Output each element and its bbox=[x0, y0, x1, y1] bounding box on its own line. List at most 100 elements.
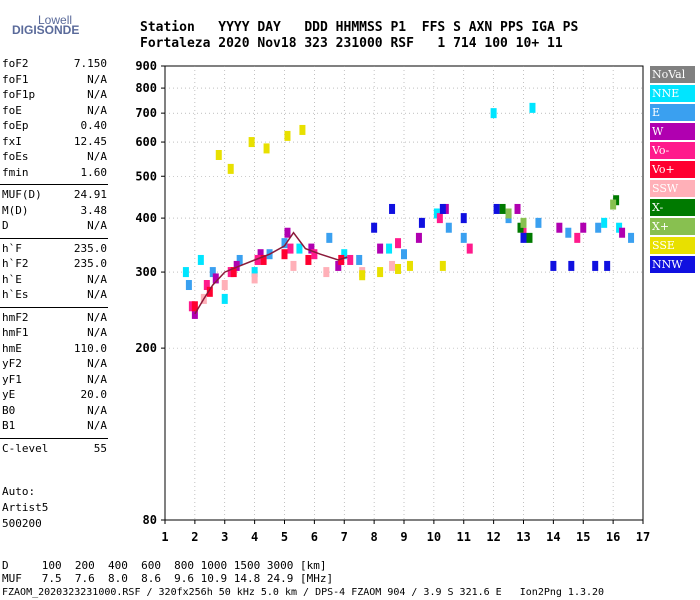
param-value: 1.60 bbox=[80, 165, 108, 179]
x-tick-label: 16 bbox=[606, 530, 620, 544]
param-value: N/A bbox=[87, 372, 107, 386]
legend-item: X+ bbox=[650, 218, 695, 235]
param-name: h`E bbox=[2, 272, 22, 286]
param-value: 0.40 bbox=[80, 119, 108, 132]
x-tick-label: 7 bbox=[341, 530, 348, 544]
param-value: N/A bbox=[87, 288, 107, 301]
param-value: N/A bbox=[87, 219, 107, 232]
param-name: foE bbox=[2, 103, 22, 117]
param-name: h`F2 bbox=[2, 257, 29, 270]
param-value: 20.0 bbox=[80, 388, 108, 401]
x-tick-label: 1 bbox=[161, 530, 168, 544]
data-point bbox=[415, 232, 422, 243]
data-point bbox=[436, 213, 443, 224]
data-point bbox=[610, 199, 617, 210]
y-tick-label: 700 bbox=[135, 106, 157, 120]
data-point bbox=[389, 260, 396, 271]
trace-line bbox=[194, 231, 348, 315]
param-value: N/A bbox=[87, 419, 107, 432]
data-point bbox=[290, 260, 297, 271]
param-name: hmF2 bbox=[2, 310, 29, 324]
data-point bbox=[592, 260, 599, 271]
y-tick-label: 900 bbox=[135, 59, 157, 73]
param-name: foEs bbox=[2, 150, 29, 163]
legend-item: X- bbox=[650, 199, 695, 216]
data-point bbox=[445, 222, 452, 233]
data-point bbox=[191, 308, 198, 319]
x-tick-label: 6 bbox=[311, 530, 318, 544]
footer-info: FZAOM_2020323231000.RSF / 320fx256h 50 k… bbox=[2, 587, 605, 598]
param-name: M(D) bbox=[2, 203, 29, 217]
data-point bbox=[550, 260, 557, 271]
legend-item: NNW bbox=[650, 256, 695, 273]
data-point bbox=[386, 243, 393, 254]
y-tick-label: 500 bbox=[135, 169, 157, 183]
param-name: foF1p bbox=[2, 88, 36, 101]
legend-item: SSW bbox=[650, 180, 695, 197]
data-point bbox=[221, 280, 228, 291]
data-point bbox=[595, 222, 602, 233]
x-tick-label: 2 bbox=[191, 530, 198, 544]
data-point bbox=[395, 238, 402, 249]
x-tick-label: 3 bbox=[221, 530, 228, 544]
param-value: 55 bbox=[93, 441, 107, 455]
param-name: B1 bbox=[2, 419, 16, 432]
x-tick-label: 13 bbox=[516, 530, 530, 544]
data-point bbox=[439, 260, 446, 271]
param-value: N/A bbox=[87, 272, 107, 286]
param-name: fxI bbox=[2, 134, 22, 148]
data-point bbox=[209, 267, 216, 278]
param-value: N/A bbox=[87, 357, 107, 370]
param-value: N/A bbox=[87, 150, 107, 163]
data-point bbox=[203, 280, 210, 291]
data-point bbox=[526, 232, 533, 243]
data-point bbox=[251, 267, 258, 278]
param-name: yF2 bbox=[2, 357, 22, 370]
autoscale-line-2: Artist5 bbox=[2, 501, 49, 514]
data-point bbox=[356, 254, 363, 265]
x-tick-label: 5 bbox=[281, 530, 288, 544]
y-tick-label: 200 bbox=[135, 341, 157, 355]
data-point bbox=[323, 267, 330, 278]
data-point bbox=[212, 273, 219, 284]
param-value: N/A bbox=[87, 403, 107, 417]
data-point bbox=[466, 243, 473, 254]
data-point bbox=[185, 280, 192, 291]
data-point bbox=[263, 143, 270, 154]
data-point bbox=[191, 301, 198, 312]
logo-digisonde: DIGISONDE bbox=[12, 23, 80, 37]
data-point bbox=[601, 217, 608, 228]
x-tick-label: 9 bbox=[400, 530, 407, 544]
y-tick-label: 600 bbox=[135, 135, 157, 149]
data-point bbox=[206, 286, 213, 297]
data-point bbox=[221, 293, 228, 304]
data-point bbox=[406, 260, 413, 271]
param-value: 235.0 bbox=[73, 257, 107, 270]
param-separator bbox=[0, 184, 108, 185]
param-name: fmin bbox=[2, 165, 29, 179]
param-value: N/A bbox=[87, 310, 107, 324]
param-value: N/A bbox=[87, 326, 107, 339]
data-point bbox=[284, 227, 291, 238]
param-name: foEp bbox=[2, 119, 29, 132]
x-tick-label: 17 bbox=[636, 530, 650, 544]
data-point bbox=[305, 254, 312, 265]
data-point bbox=[257, 249, 264, 260]
param-separator bbox=[0, 437, 108, 439]
data-point bbox=[574, 232, 581, 243]
param-name: hmF1 bbox=[2, 326, 29, 339]
data-point bbox=[215, 149, 222, 160]
param-separator bbox=[0, 306, 108, 308]
data-point bbox=[389, 203, 396, 214]
data-point bbox=[287, 243, 294, 254]
data-point bbox=[520, 227, 527, 238]
x-tick-label: 12 bbox=[486, 530, 500, 544]
param-value: N/A bbox=[87, 88, 107, 101]
data-point bbox=[529, 102, 536, 113]
x-tick-label: 4 bbox=[251, 530, 258, 544]
param-name: foF2 bbox=[2, 57, 29, 70]
data-point bbox=[281, 238, 288, 249]
param-value: N/A bbox=[87, 103, 107, 117]
param-value: 235.0 bbox=[73, 241, 107, 255]
legend-item: Vo+ bbox=[650, 161, 695, 178]
